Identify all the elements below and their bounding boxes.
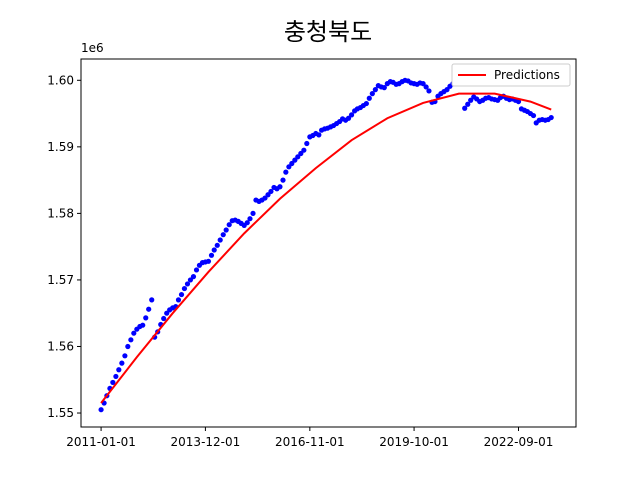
y-tick-label: 1.56 bbox=[47, 339, 74, 353]
prediction-line bbox=[100, 92, 552, 404]
data-point bbox=[122, 353, 128, 359]
data-point bbox=[262, 195, 268, 201]
data-point bbox=[316, 132, 322, 138]
data-point bbox=[98, 407, 104, 413]
legend-box bbox=[451, 63, 571, 87]
y-tick-label: 1.60 bbox=[47, 73, 74, 87]
data-point bbox=[366, 95, 372, 101]
data-point bbox=[265, 192, 271, 198]
data-point bbox=[381, 85, 387, 91]
x-tick-label: 2022-09-01 bbox=[484, 435, 554, 449]
x-tick-label: 2016-11-01 bbox=[275, 435, 345, 449]
data-point bbox=[226, 222, 232, 228]
data-point bbox=[465, 101, 471, 107]
data-point bbox=[116, 367, 122, 373]
data-point bbox=[292, 157, 298, 163]
data-point bbox=[247, 216, 253, 222]
x-tick-label: 2011-01-01 bbox=[66, 435, 136, 449]
data-point bbox=[113, 373, 119, 380]
data-point bbox=[280, 177, 286, 183]
data-point bbox=[298, 150, 304, 157]
data-point bbox=[423, 84, 429, 90]
data-point bbox=[181, 285, 188, 292]
data-point bbox=[548, 114, 554, 121]
data-point bbox=[146, 306, 152, 312]
data-point bbox=[345, 115, 352, 121]
data-point bbox=[140, 322, 146, 328]
x-tick-label: 2013-12-01 bbox=[171, 435, 241, 449]
data-point bbox=[426, 88, 432, 94]
y-tick-label: 1.57 bbox=[47, 273, 74, 287]
x-tick-label: 2019-10-01 bbox=[379, 435, 449, 449]
data-point bbox=[462, 105, 468, 111]
data-point bbox=[211, 247, 217, 253]
data-point bbox=[250, 210, 256, 216]
data-point bbox=[348, 112, 355, 118]
data-point bbox=[420, 81, 426, 87]
y-tick-label: 1.59 bbox=[47, 140, 74, 154]
data-point bbox=[149, 297, 155, 303]
data-point bbox=[295, 154, 301, 160]
y-tick-label: 1.58 bbox=[47, 206, 74, 220]
y-offset-label: 1e6 bbox=[81, 41, 104, 55]
legend-label: Predictions bbox=[494, 68, 560, 82]
data-point bbox=[164, 310, 170, 316]
data-point bbox=[143, 315, 149, 321]
data-point bbox=[184, 281, 191, 287]
data-point bbox=[161, 315, 167, 322]
data-point bbox=[444, 87, 450, 93]
data-point bbox=[190, 274, 197, 280]
plot-frame bbox=[80, 58, 577, 428]
data-point bbox=[220, 232, 226, 238]
data-point bbox=[125, 343, 131, 350]
data-point bbox=[217, 237, 223, 243]
data-point bbox=[205, 258, 212, 264]
data-point bbox=[244, 220, 250, 226]
data-point bbox=[208, 252, 215, 258]
data-point bbox=[223, 227, 229, 233]
data-point bbox=[369, 91, 375, 97]
y-tick-label: 1.55 bbox=[47, 406, 74, 420]
data-point bbox=[304, 140, 310, 147]
data-point bbox=[515, 98, 522, 105]
data-point bbox=[286, 164, 292, 170]
data-point bbox=[131, 330, 137, 336]
data-point bbox=[530, 112, 537, 119]
data-point bbox=[301, 147, 307, 153]
data-point bbox=[283, 169, 289, 175]
data-point bbox=[372, 87, 378, 93]
data-point bbox=[119, 360, 125, 366]
data-point bbox=[193, 267, 200, 273]
data-point bbox=[277, 184, 283, 190]
data-point bbox=[363, 100, 369, 107]
data-point bbox=[187, 277, 194, 283]
data-point bbox=[268, 188, 274, 195]
data-point bbox=[178, 291, 185, 298]
data-point bbox=[110, 379, 116, 386]
data-point bbox=[289, 160, 295, 167]
data-point bbox=[214, 242, 220, 248]
data-point bbox=[175, 297, 182, 303]
data-point bbox=[128, 337, 134, 343]
data-point bbox=[468, 97, 474, 103]
chart-title: 충청북도 bbox=[284, 18, 372, 46]
